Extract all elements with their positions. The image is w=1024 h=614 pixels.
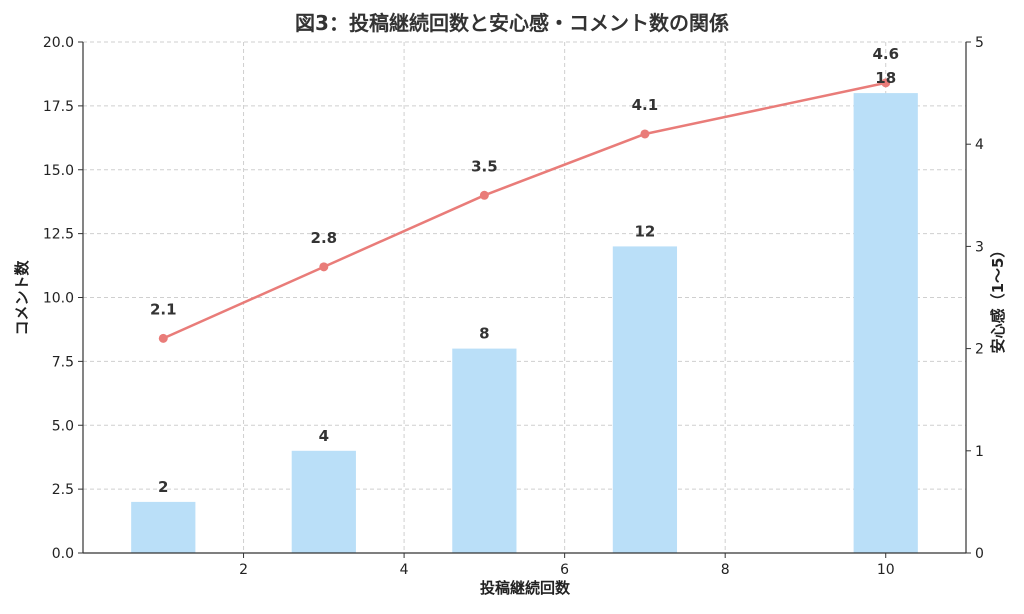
y-tick-label-left: 5.0 — [52, 418, 74, 434]
y-axis-title-left: コメント数 — [13, 260, 31, 336]
y-tick-label-left: 2.5 — [52, 482, 74, 498]
line-series — [158, 78, 891, 343]
y-tick-label-left: 10.0 — [43, 291, 74, 307]
y-tick-label-right: 1 — [975, 444, 984, 460]
x-tick-label: 4 — [400, 562, 409, 578]
x-tick-label: 6 — [560, 562, 569, 578]
y-tick-label-right: 0 — [975, 546, 984, 562]
line-value-label: 2.1 — [150, 300, 177, 318]
y-tick-label-left: 15.0 — [43, 163, 74, 179]
line-point — [479, 190, 489, 200]
bar-value-label: 8 — [479, 325, 489, 343]
x-tick-label: 2 — [239, 562, 248, 578]
data-labels: 2 4 8 12 18 2.1 2.8 3.5 4.1 4.6 — [150, 45, 899, 496]
line-value-label: 2.8 — [311, 229, 338, 247]
line-point — [881, 78, 891, 88]
y-axis-title-right: 安心感（1〜5） — [989, 243, 1007, 354]
line-value-label: 3.5 — [471, 157, 498, 175]
bar-series — [131, 93, 918, 553]
bar — [291, 450, 356, 553]
line-value-label: 4.1 — [632, 96, 659, 114]
line-value-label: 4.6 — [872, 45, 899, 63]
x-tick-label: 10 — [877, 562, 895, 578]
bar — [452, 348, 517, 553]
tick-labels: 0.0 2.5 5.0 7.5 10.0 12.5 15.0 17.5 20.0 2 4 6 8 10 0 1… — [43, 35, 984, 578]
y-tick-label-right: 4 — [975, 137, 984, 153]
line-point — [319, 262, 329, 272]
y-tick-label-left: 20.0 — [43, 35, 74, 51]
y-tick-label-left: 12.5 — [43, 227, 74, 243]
x-tick-label: 8 — [721, 562, 730, 578]
bar — [853, 93, 918, 553]
line-point — [158, 333, 168, 343]
bar-value-label: 2 — [158, 478, 168, 496]
bar-value-label: 12 — [634, 222, 655, 240]
chart-title: 図3：投稿継続回数と安心感・コメント数の関係 — [295, 11, 729, 35]
bar-value-label: 4 — [319, 427, 329, 445]
y-tick-label-right: 5 — [975, 35, 984, 51]
line-point — [640, 129, 650, 139]
axes — [78, 41, 971, 558]
x-axis-title: 投稿継続回数 — [480, 579, 571, 597]
y-tick-label-left: 7.5 — [52, 354, 74, 370]
bar-value-label: 18 — [875, 69, 896, 87]
series-line — [162, 81, 886, 340]
y-tick-label-right: 3 — [975, 239, 984, 255]
y-tick-label-left: 17.5 — [43, 99, 74, 115]
y-tick-label-left: 0.0 — [52, 546, 74, 562]
bar — [131, 501, 196, 553]
y-tick-label-right: 2 — [975, 342, 984, 358]
grid — [83, 41, 966, 554]
bar — [612, 246, 678, 553]
